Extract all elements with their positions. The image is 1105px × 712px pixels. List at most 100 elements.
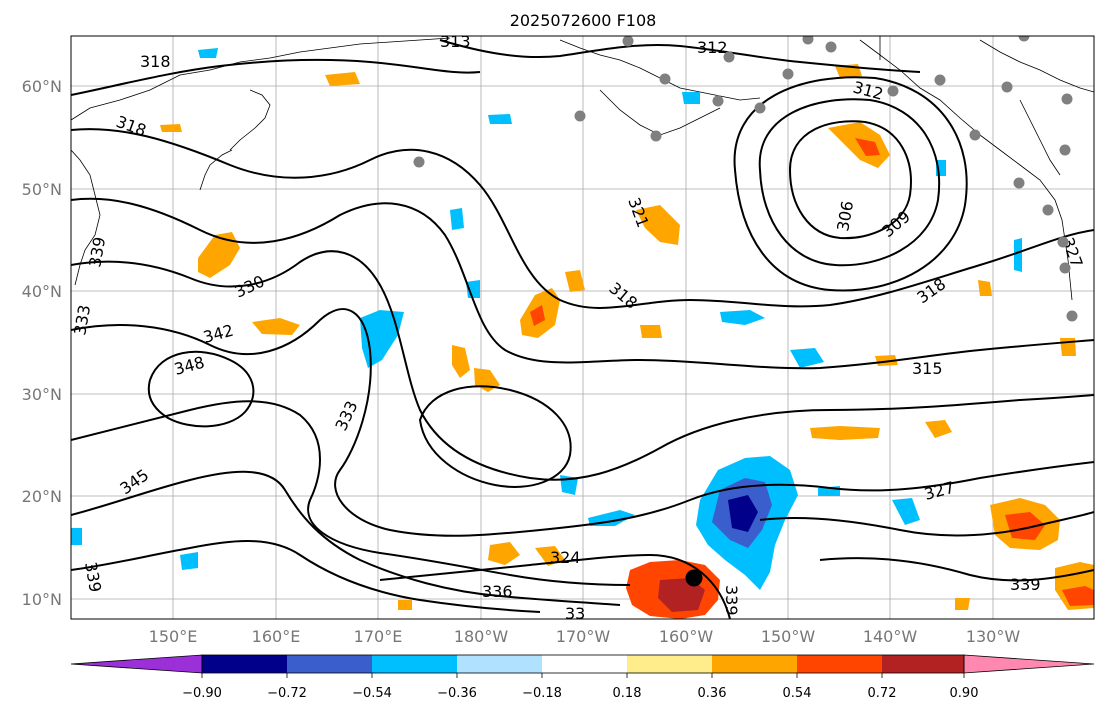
lat-label: 20°N [22,487,62,506]
field-negative-blob [892,498,920,525]
field-negative-blob [588,510,635,526]
colorbar-segment [457,655,542,673]
field-positive-blob [160,124,182,132]
colorbar-segment [882,655,964,673]
field-positive-blob [978,280,992,296]
gray-dot-icon [934,74,946,86]
colorbar-segment [372,655,457,673]
field-positive-blob [1005,512,1045,540]
contour-label: 315 [912,359,943,378]
gray-dot-icon [1013,177,1025,189]
latitude-labels: 10°N 20°N 30°N 40°N 50°N 60°N [22,77,62,609]
colorbar-tick-label: 0.18 [613,686,642,701]
lon-label: 160°E [252,627,301,646]
lon-label: 160°W [659,627,714,646]
map-title: 2025072600 F108 [510,11,657,30]
colorbar-tick-label: −0.18 [522,686,562,701]
field-positive-blob [565,270,585,292]
field-positive-blob [325,72,360,86]
lat-label: 60°N [22,77,62,96]
field-positive-blob [955,598,970,610]
contour-labels: 318 313 312 318 312 321 306 309 339 330 … [70,36,1087,619]
lon-label: 170°W [556,627,611,646]
colorbar-extend-right [963,654,1095,674]
field-negative-blob [198,48,218,58]
colorbar-tick-label: −0.54 [352,686,392,701]
gray-dot-icon [802,36,814,45]
gray-dot-icon [659,73,671,85]
gray-dot-icon [969,129,981,141]
field-positive-blob [810,426,880,440]
lat-label: 50°N [22,180,62,199]
gray-dot-icon [1057,236,1069,248]
black-dot-icon [685,569,703,587]
colorbar-segment [797,655,882,673]
field-positive-blob [640,325,662,338]
contour-label: 333 [70,303,94,336]
colorbar-ticks [201,673,965,678]
field-positive-blob [828,122,890,168]
gray-dot-icon [1066,310,1078,322]
map-border [70,35,1095,620]
lat-label: 10°N [22,590,62,609]
contour-label: 324 [550,548,581,567]
field-negative-blob [488,114,512,124]
colorbar-extend-left [70,654,203,674]
gray-dot-icon [413,156,425,168]
field-negative-blob [720,310,765,325]
gray-dot-icon [754,102,766,114]
gray-dot-icon [1001,81,1013,93]
gray-dot-icon [723,51,735,63]
field-negative-blob [728,495,758,532]
lat-label: 30°N [22,385,62,404]
lon-label: 150°W [761,627,816,646]
gray-dot-icon [622,36,634,47]
colorbar-tick-label: 0.90 [950,686,979,701]
gray-dot-icon [1059,144,1071,156]
lon-label: 140°W [863,627,918,646]
station-markers [413,36,1078,322]
contour-label: 339 [1010,575,1041,594]
colorbar-tick-label: −0.90 [182,686,222,701]
colorbar-tick-label: 0.36 [698,686,727,701]
contour-label: 312 [697,38,728,57]
field-negative-blob [450,208,464,230]
colorbar-tick-label: 0.54 [783,686,812,701]
field-positive-blob [925,420,952,438]
lon-label: 180°W [454,627,509,646]
contour-label: 318 [140,52,171,71]
gray-dot-icon [1059,262,1071,274]
field-negative-blob [180,552,198,570]
field-positive-blob [452,345,470,378]
field-negative-blob [71,528,82,545]
lon-label: 170°E [354,627,403,646]
colorbar-tick-label: 0.72 [868,686,897,701]
colorbar-tick-label: −0.36 [437,686,477,701]
colorbar-tick-label: −0.72 [267,686,307,701]
field-positive-blob [535,546,565,566]
field-positive-blob [636,205,680,245]
field-positive-blob [530,305,545,326]
field-positive-blob [855,138,880,156]
colorbar-segment [287,655,372,673]
colorbar-segment [202,655,287,673]
gray-dot-icon [574,110,586,122]
field-negative-blob [790,348,824,368]
colorbar-border [201,654,965,674]
colorbar-segment [712,655,797,673]
gray-dot-icon [887,85,899,97]
gray-dot-icon [1042,204,1054,216]
field-negative-blob [682,92,700,104]
gray-dot-icon [650,130,662,142]
gridlines [71,36,1094,619]
gray-dot-icon [825,41,837,53]
field-positive-blob [658,578,705,612]
coastlines [71,36,1094,301]
field-positive-blob [252,318,300,335]
lon-label: 130°W [966,627,1021,646]
gray-dot-icon [1061,93,1073,105]
contour-label: 336 [482,582,513,601]
colorbar-segment [542,655,627,673]
gray-dot-icon [1018,36,1030,42]
